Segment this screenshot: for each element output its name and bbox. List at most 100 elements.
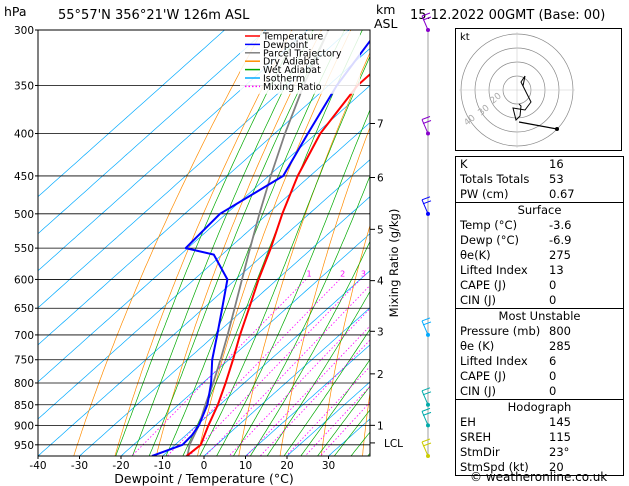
wet-adiabat-line bbox=[250, 240, 370, 456]
pressure-tick-label: 650 bbox=[14, 303, 34, 315]
dry-adiabat-line bbox=[155, 30, 322, 456]
wet-adiabat-line bbox=[317, 385, 370, 456]
surface-row-thetae: θe(K) 275 bbox=[460, 248, 571, 262]
wet-adiabat-line bbox=[132, 30, 314, 456]
pressure-tick-label: 700 bbox=[14, 330, 34, 342]
wind-barb-flag bbox=[422, 442, 432, 447]
wet-adiabat-line bbox=[216, 108, 370, 456]
location-title: 55°57'N 356°21'W 126m ASL bbox=[58, 8, 250, 23]
mixing-ratio-line bbox=[131, 279, 307, 456]
surface-row-dewp: Dewp (°C) -6.9 bbox=[460, 233, 572, 247]
pressure-tick-label: 400 bbox=[14, 129, 34, 141]
km-tick-label: 5 bbox=[377, 224, 384, 236]
legend-label: Wet Adiabat bbox=[263, 65, 321, 76]
wind-barb-flag bbox=[422, 321, 432, 326]
km-tick-label: 1 bbox=[377, 420, 384, 432]
km-tick-label: 4 bbox=[377, 276, 384, 288]
index-row-pw: PW (cm) 0.67 bbox=[460, 187, 575, 201]
isotherm-line bbox=[38, 85, 370, 383]
wind-barb-staff bbox=[421, 390, 429, 405]
km-tick-label: 3 bbox=[377, 326, 384, 338]
mu-row-cin: CIN (J) 0 bbox=[460, 384, 557, 398]
temperature-tick-label: -40 bbox=[29, 460, 46, 472]
wind-barb bbox=[421, 387, 432, 407]
isotherm-line bbox=[369, 455, 370, 456]
pressure-tick-label: 800 bbox=[14, 378, 34, 390]
mixing-ratio-label: 3 bbox=[361, 269, 366, 278]
km-tick-label: 7 bbox=[377, 118, 384, 130]
wind-barb-staff bbox=[421, 441, 429, 457]
dewpoint-curve bbox=[151, 39, 370, 456]
dry-adiabat-line bbox=[279, 126, 370, 456]
pressure-tick-label: 450 bbox=[14, 171, 34, 183]
mixing-ratio-label: 1 bbox=[307, 269, 312, 278]
hodograph-unit-label: kt bbox=[460, 32, 470, 43]
storm-motion-point bbox=[555, 127, 559, 131]
mixing-ratio-label: 10 bbox=[425, 269, 435, 278]
wind-barb-flag bbox=[421, 12, 431, 17]
wet-adiabat-line bbox=[300, 359, 370, 456]
pressure-tick-label: 750 bbox=[14, 355, 34, 367]
legend-label: Dewpoint bbox=[263, 40, 308, 51]
temperature-curve bbox=[185, 73, 370, 456]
isotherm-line bbox=[38, 30, 350, 309]
temperature-tick-label: 10 bbox=[239, 460, 252, 472]
hodo-row-eh: EH 145 bbox=[460, 415, 571, 429]
temperature-tick-label: -10 bbox=[154, 460, 171, 472]
dry-adiabat-line bbox=[197, 30, 352, 456]
mu-title: Most Unstable bbox=[456, 308, 623, 324]
wind-barb-flag bbox=[422, 391, 432, 396]
surface-row-cape: CAPE (J) 0 bbox=[460, 278, 557, 292]
wind-barb-flag bbox=[421, 317, 431, 322]
wind-barb bbox=[421, 196, 432, 216]
wind-barb-flag bbox=[421, 438, 431, 443]
pressure-tick-label: 950 bbox=[14, 440, 34, 452]
skewt-chart: 12346810152025 3003504004505005506006507… bbox=[14, 12, 452, 486]
isotherm-line bbox=[286, 381, 370, 456]
dry-adiabat-line bbox=[445, 30, 452, 456]
km-tick-label: 2 bbox=[377, 369, 384, 381]
mixing-ratio-axis-label: Mixing Ratio (g/kg) bbox=[387, 209, 401, 318]
pressure-tick-label: 500 bbox=[14, 209, 34, 221]
storm-motion-vector bbox=[518, 121, 558, 130]
dry-adiabat-line bbox=[114, 30, 293, 456]
isotherm-line bbox=[203, 307, 370, 456]
asl-label: ASL bbox=[374, 16, 398, 31]
mu-row-pressure: Pressure (mb) 800 bbox=[460, 324, 571, 338]
dry-adiabat-line bbox=[73, 30, 264, 456]
wet-adiabat-line bbox=[266, 290, 370, 456]
wet-adiabat-line bbox=[233, 174, 370, 456]
isotherm-line bbox=[162, 270, 370, 456]
wind-barb bbox=[421, 407, 432, 428]
wind-barb-flag bbox=[422, 411, 432, 416]
wind-barb-flag bbox=[422, 16, 432, 21]
dry-adiabat-line bbox=[320, 224, 370, 456]
wet-adiabat-line bbox=[334, 409, 370, 456]
km-tick-label: 6 bbox=[377, 173, 384, 185]
temperature-tick-label: 0 bbox=[201, 460, 208, 472]
legend-label: Temperature bbox=[262, 32, 323, 43]
wind-barb-staff bbox=[421, 119, 429, 134]
copyright: © weatheronline.co.uk bbox=[470, 470, 608, 484]
isotherm-line bbox=[38, 30, 308, 272]
mixing-ratio-label: 8 bbox=[415, 269, 420, 278]
mu-row-cape: CAPE (J) 0 bbox=[460, 369, 557, 383]
mixing-ratio-line bbox=[228, 308, 370, 456]
temperature-tick-label: 30 bbox=[322, 460, 335, 472]
hpa-label: hPa bbox=[4, 4, 27, 19]
isotherm-line bbox=[245, 344, 370, 456]
isotherm-line bbox=[38, 30, 225, 198]
wind-barb-staff bbox=[421, 320, 429, 336]
km-label: km bbox=[376, 2, 396, 17]
wet-adiabat-line bbox=[283, 328, 370, 456]
wind-barb-flag bbox=[421, 407, 431, 412]
mixing-ratio-line bbox=[188, 279, 361, 456]
pressure-tick-label: 900 bbox=[14, 420, 34, 432]
pressure-tick-label: 600 bbox=[14, 274, 34, 286]
pressure-tick-label: 350 bbox=[14, 80, 34, 92]
mu-row-li: Lifted Index 6 bbox=[460, 354, 557, 368]
wet-adiabat-line bbox=[148, 30, 329, 456]
lcl-label: LCL bbox=[384, 438, 403, 450]
surface-row-li: Lifted Index 13 bbox=[460, 263, 564, 277]
